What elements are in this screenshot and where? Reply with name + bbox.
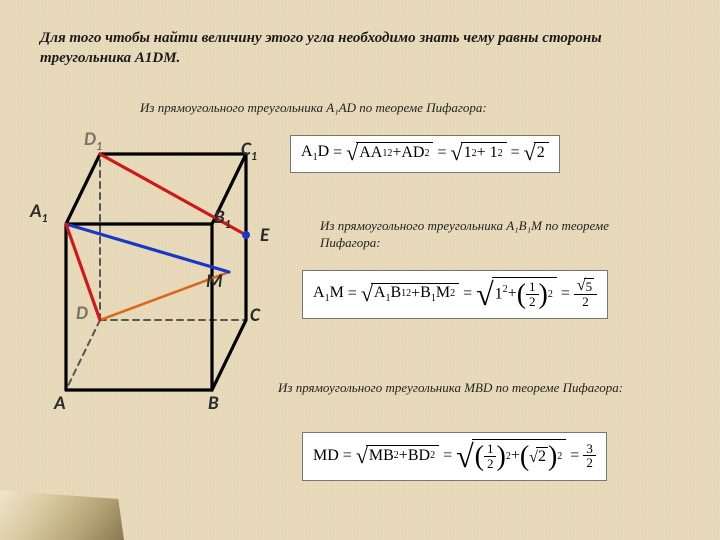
cube-svg [36,140,276,420]
title-text: Для того чтобы найти величину этого угла… [40,28,680,69]
label-C: C [250,304,260,327]
label-D1: D1 [84,128,102,154]
formula-3: MD= √ MB2 + BD2 = √ (12)2 + (√2)2 = 32 [302,432,607,481]
label-D: D [76,302,88,325]
formula-1: A1D= √ AA12 + AD2 = √12 + 12 = √2 [290,135,560,173]
label-C1: C1 [241,138,257,164]
label-E: E [260,224,269,247]
note-1: Из прямоугольного треугольника A₁AD по т… [140,100,580,117]
label-B: B [208,392,219,415]
cube-diagram: D1 C1 A1 B1 E M D C A B [36,140,276,420]
label-M: M [206,270,223,293]
label-B1: B1 [214,206,231,232]
note-2: Из прямоугольного треугольника A₁B₁M по … [320,218,650,252]
slide-content: Для того чтобы найти величину этого угла… [0,0,720,540]
label-A: A [54,392,66,415]
label-A1: A1 [30,200,48,226]
note-3: Из прямоугольного треугольника MBD по те… [278,380,658,397]
formula-2: A1M= √ A1B12 + B1M2 = √ 12 + (12)2 = √5 … [302,270,608,319]
